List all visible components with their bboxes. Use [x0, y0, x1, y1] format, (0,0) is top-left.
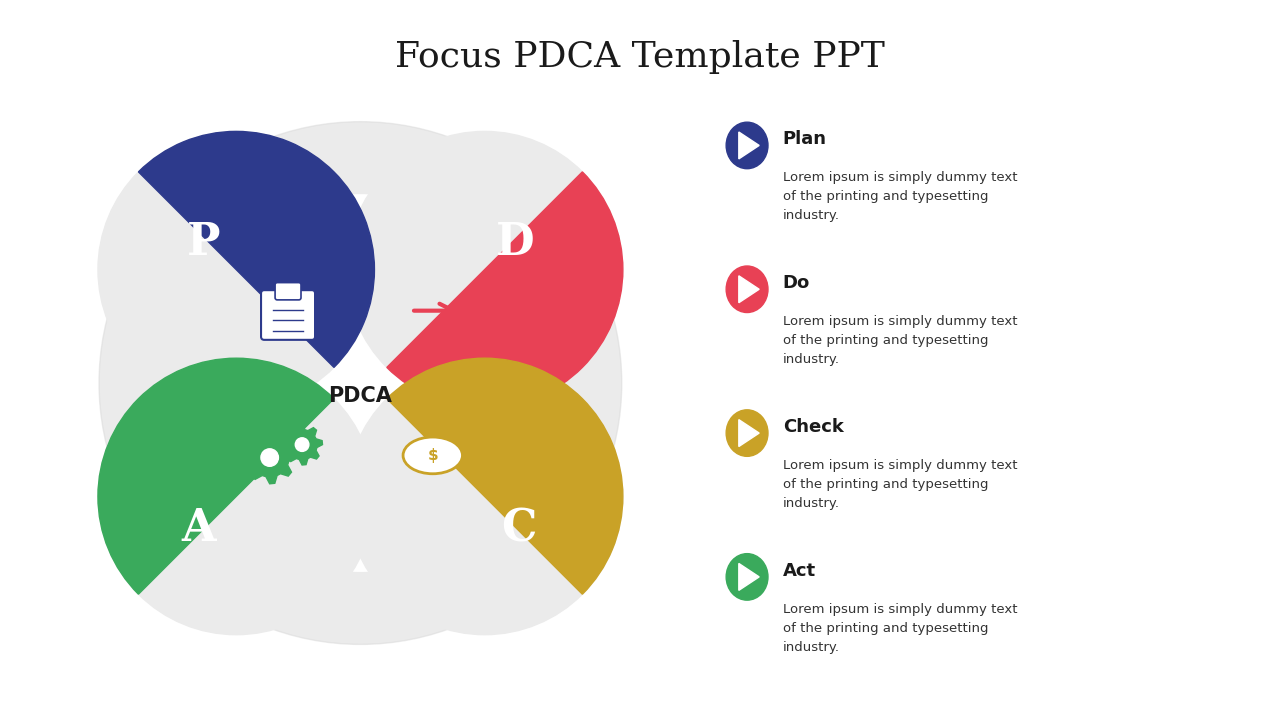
Text: Lorem ipsum is simply dummy text
of the printing and typesetting
industry.: Lorem ipsum is simply dummy text of the … [783, 315, 1018, 366]
Text: C: C [502, 508, 536, 550]
Text: Plan: Plan [783, 130, 827, 148]
Circle shape [726, 554, 768, 600]
Circle shape [347, 131, 623, 408]
Circle shape [726, 410, 768, 456]
Text: Lorem ipsum is simply dummy text
of the printing and typesetting
industry.: Lorem ipsum is simply dummy text of the … [783, 459, 1018, 510]
Wedge shape [387, 358, 623, 594]
Circle shape [99, 131, 375, 408]
Circle shape [173, 195, 549, 571]
Circle shape [347, 358, 623, 635]
Text: D: D [495, 221, 534, 264]
Text: Focus PDCA Template PPT: Focus PDCA Template PPT [396, 40, 884, 73]
Text: Lorem ipsum is simply dummy text
of the printing and typesetting
industry.: Lorem ipsum is simply dummy text of the … [783, 603, 1018, 654]
Circle shape [99, 358, 375, 635]
Circle shape [419, 441, 447, 469]
Circle shape [296, 438, 308, 451]
Wedge shape [387, 172, 623, 408]
FancyBboxPatch shape [261, 290, 315, 340]
Polygon shape [282, 424, 323, 465]
Text: PDCA: PDCA [329, 386, 393, 406]
Polygon shape [739, 420, 759, 446]
Text: Act: Act [783, 562, 815, 580]
Polygon shape [739, 564, 759, 590]
Circle shape [99, 122, 622, 644]
Polygon shape [739, 132, 759, 159]
Polygon shape [243, 431, 296, 484]
Wedge shape [138, 131, 375, 367]
Text: $: $ [428, 448, 438, 463]
Text: Lorem ipsum is simply dummy text
of the printing and typesetting
industry.: Lorem ipsum is simply dummy text of the … [783, 171, 1018, 222]
Text: Do: Do [783, 274, 810, 292]
Circle shape [726, 266, 768, 312]
Circle shape [726, 122, 768, 168]
Text: P: P [187, 221, 220, 264]
Circle shape [261, 449, 279, 467]
Ellipse shape [403, 437, 462, 474]
Text: A: A [182, 508, 215, 550]
Text: Check: Check [783, 418, 844, 436]
FancyBboxPatch shape [275, 282, 301, 300]
Wedge shape [99, 358, 334, 594]
Polygon shape [739, 276, 759, 302]
